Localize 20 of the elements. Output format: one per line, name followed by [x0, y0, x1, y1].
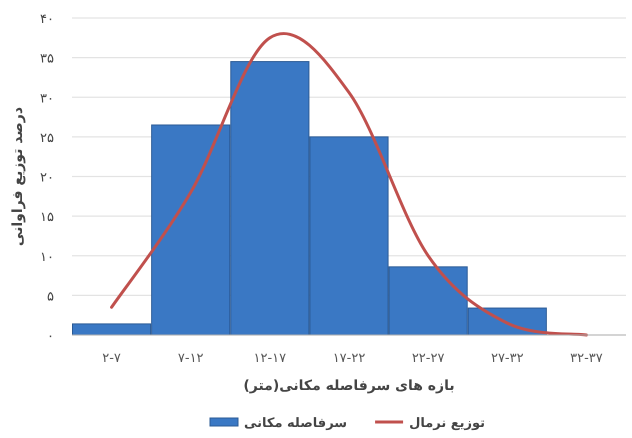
y-tick-label: ۰	[47, 329, 54, 344]
y-tick-label: ۱۵	[40, 210, 54, 226]
y-tick-label: ۱۰	[40, 250, 54, 265]
y-tick-label: ۳۰	[40, 91, 54, 106]
x-tick-label: ۲-۷	[102, 351, 121, 366]
x-axis-title: بازه های سرفاصله مکانی(متر)	[243, 378, 455, 394]
x-tick-label: ۳۲-۳۷	[570, 351, 603, 366]
y-tick-label: ۴۰	[40, 12, 54, 27]
y-tick-label: ۳۵	[40, 52, 54, 67]
y-tick-label: ۲۵	[40, 130, 54, 146]
y-tick-label: ۵	[47, 289, 54, 304]
x-tick-label: ۲۷-۳۲	[490, 351, 524, 366]
x-tick-label: ۱۷-۲۲	[332, 351, 366, 366]
legend-label: سرفاصله مکانی	[244, 416, 348, 431]
x-tick-label: ۷-۱۲	[178, 351, 204, 366]
legend-label: توزیع نرمال	[409, 416, 486, 431]
y-tick-label: ۲۰	[40, 170, 54, 186]
x-tick-label: ۱۲-۱۷	[254, 351, 286, 366]
x-tick-label: ۲۲-۲۷	[412, 351, 444, 366]
y-axis-title: درصد توزیع فراوانی	[10, 106, 26, 246]
